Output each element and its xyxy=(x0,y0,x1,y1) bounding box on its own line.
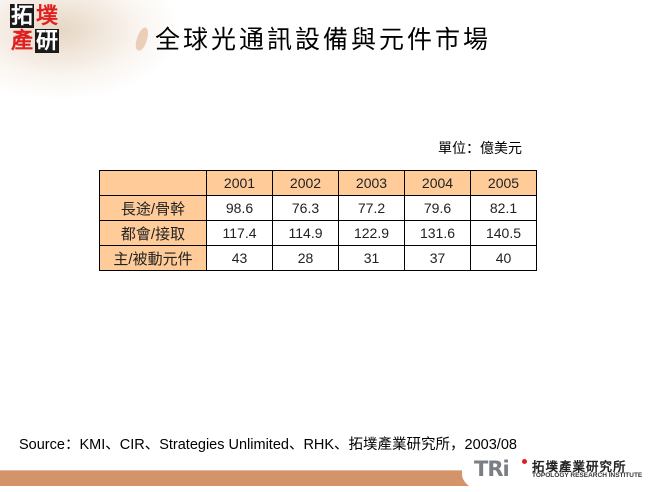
footer-logo-chinese: 拓墣產業研究所 xyxy=(532,459,627,474)
logo-char-3: 產 xyxy=(10,28,33,54)
table-row: 主/被動元件 43 28 31 37 40 xyxy=(99,245,537,271)
row-label: 主/被動元件 xyxy=(99,245,207,271)
table-cell: 82.1 xyxy=(470,195,537,221)
market-table: 2001 2002 2003 2004 2005 長途/骨幹 98.6 76.3… xyxy=(99,170,537,271)
table-cell: 140.5 xyxy=(470,220,537,246)
table-cell: 76.3 xyxy=(272,195,339,221)
table-header-row: 2001 2002 2003 2004 2005 xyxy=(99,170,537,196)
table-cell: 114.9 xyxy=(272,220,339,246)
table-cell: 28 xyxy=(272,245,339,271)
header-cell: 2001 xyxy=(206,170,273,196)
logo-char-2: 墣 xyxy=(35,3,58,29)
table-cell: 98.6 xyxy=(206,195,273,221)
table-cell: 79.6 xyxy=(404,195,471,221)
unit-label: 單位：億美元 xyxy=(438,141,522,157)
top-left-logo: 拓 墣 產 研 xyxy=(10,4,62,54)
header-corner-cell xyxy=(99,170,207,196)
taiwan-island-shape xyxy=(133,26,151,52)
header-cell: 2005 xyxy=(470,170,537,196)
row-label: 都會/接取 xyxy=(99,220,207,246)
table-cell: 43 xyxy=(206,245,273,271)
logo-dot-icon xyxy=(522,459,527,464)
tri-logo-mark: TRi xyxy=(474,457,510,481)
header-cell: 2003 xyxy=(338,170,405,196)
logo-char-4: 研 xyxy=(35,28,59,54)
slide-title: 全球光通訊設備與元件市場 xyxy=(155,25,492,54)
footer-logo-english: TOPOLOGY RESEARCH INSTITUTE xyxy=(532,472,643,479)
table-cell: 131.6 xyxy=(404,220,471,246)
table-cell: 31 xyxy=(338,245,405,271)
source-note: Source：KMI、CIR、Strategies Unlimited、RHK、… xyxy=(19,437,517,453)
table-row: 都會/接取 117.4 114.9 122.9 131.6 140.5 xyxy=(99,220,537,246)
table-cell: 37 xyxy=(404,245,471,271)
table-cell: 40 xyxy=(470,245,537,271)
logo-char-1: 拓 xyxy=(10,3,34,29)
table-cell: 122.9 xyxy=(338,220,405,246)
table-cell: 77.2 xyxy=(338,195,405,221)
header-cell: 2002 xyxy=(272,170,339,196)
header-cell: 2004 xyxy=(404,170,471,196)
table-row: 長途/骨幹 98.6 76.3 77.2 79.6 82.1 xyxy=(99,195,537,221)
row-label: 長途/骨幹 xyxy=(99,195,207,221)
table-cell: 117.4 xyxy=(206,220,273,246)
